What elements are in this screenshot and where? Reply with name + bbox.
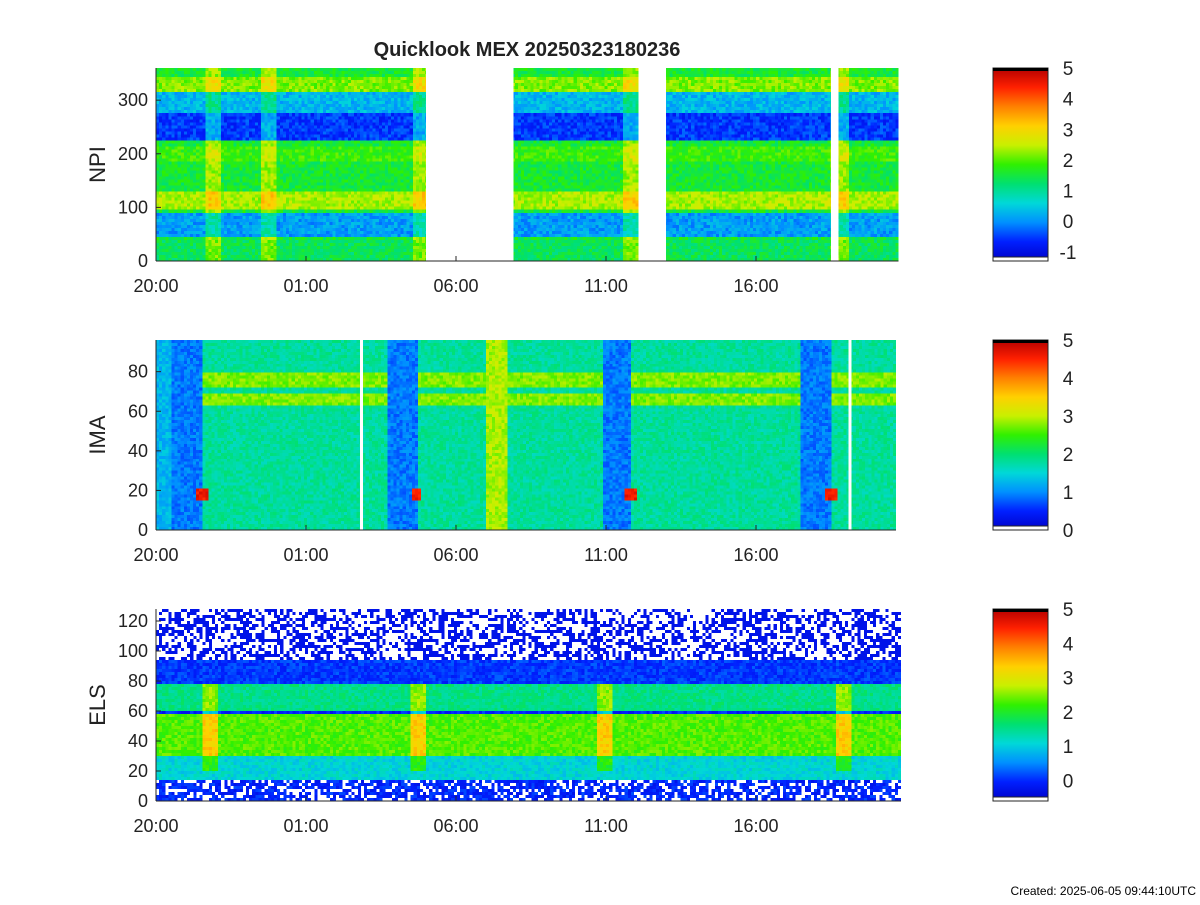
els-x-tick-label: 06:00 bbox=[433, 816, 478, 836]
ima-x-tick-label: 16:00 bbox=[733, 545, 778, 565]
els-x-tick-label: 20:00 bbox=[133, 816, 178, 836]
ima-y-tick-label: 40 bbox=[128, 441, 148, 461]
created-timestamp: Created: 2025-06-05 09:44:10UTC bbox=[1010, 884, 1196, 898]
els-y-tick-label: 0 bbox=[138, 791, 148, 811]
npi-colorbar bbox=[992, 67, 1049, 262]
els-colorbar-tick-label: 5 bbox=[1063, 600, 1074, 621]
ima-x-tick-label: 11:00 bbox=[584, 545, 628, 565]
figure-title: Quicklook MEX 20250323180236 bbox=[374, 39, 681, 61]
panel-npi: 0 100 200 300 20:00 01:00 06:00 11:00 16:00 NPI 5 4… bbox=[85, 59, 1076, 296]
ima-colorbar-tick-label: 4 bbox=[1063, 369, 1074, 390]
ima-y-tick-label: 0 bbox=[138, 520, 148, 540]
els-colorbar-tick-label: 4 bbox=[1063, 634, 1074, 655]
npi-data-gap bbox=[426, 68, 514, 261]
npi-colorbar-tick-label: 5 bbox=[1063, 59, 1074, 80]
npi-colorbar-tick-label: 4 bbox=[1063, 90, 1074, 111]
els-colorbar-underflow bbox=[992, 796, 1049, 802]
els-colorbar-tick-label: 3 bbox=[1063, 669, 1074, 690]
ima-colorbar-underflow bbox=[992, 525, 1049, 531]
els-y-tick-label: 60 bbox=[128, 701, 148, 721]
ima-data-gap bbox=[360, 340, 363, 530]
npi-colorbar-underflow bbox=[992, 256, 1049, 262]
npi-y-tick-label: 300 bbox=[118, 90, 148, 110]
npi-data-gap bbox=[638, 68, 666, 261]
npi-colorbar-tick-label: 0 bbox=[1063, 212, 1074, 233]
ima-spectrogram bbox=[156, 340, 896, 530]
npi-colorbar-tick-label: 1 bbox=[1063, 182, 1074, 203]
els-y-tick-label: 120 bbox=[118, 611, 148, 631]
npi-x-tick-label: 01:00 bbox=[283, 276, 328, 296]
npi-colorbar-overflow bbox=[993, 68, 1048, 71]
ima-colorbar-tick-label: 0 bbox=[1063, 521, 1074, 542]
npi-colorbar-tick-label: 2 bbox=[1063, 151, 1074, 172]
els-y-tick-label: 80 bbox=[128, 671, 148, 691]
ima-x-tick-label: 20:00 bbox=[133, 545, 178, 565]
npi-y-tick-label: 100 bbox=[118, 197, 148, 217]
els-x-tick-label: 11:00 bbox=[584, 816, 628, 836]
els-y-label: ELS bbox=[85, 684, 110, 726]
npi-y-tick-label: 0 bbox=[138, 251, 148, 271]
els-x-tick-label: 01:00 bbox=[283, 816, 328, 836]
npi-x-tick-label: 06:00 bbox=[433, 276, 478, 296]
els-colorbar-tick-label: 2 bbox=[1063, 703, 1074, 724]
ima-y-label: IMA bbox=[85, 415, 110, 454]
ima-colorbar-tick-label: 2 bbox=[1063, 445, 1074, 466]
ima-y-tick-label: 80 bbox=[128, 362, 148, 382]
ima-data-gap bbox=[848, 340, 852, 530]
npi-y-label: NPI bbox=[85, 146, 110, 183]
npi-x-tick-label: 20:00 bbox=[133, 276, 178, 296]
els-y-tick-label: 20 bbox=[128, 761, 148, 781]
els-colorbar-tick-label: 0 bbox=[1063, 771, 1074, 792]
els-colorbar bbox=[992, 608, 1049, 802]
ima-colorbar-tick-label: 1 bbox=[1063, 483, 1074, 504]
els-y-tick-label: 100 bbox=[118, 641, 148, 661]
npi-colorbar-tick-label: 3 bbox=[1063, 120, 1074, 141]
ima-colorbar-overflow bbox=[993, 340, 1048, 343]
npi-x-tick-label: 16:00 bbox=[733, 276, 778, 296]
ima-x-tick-label: 01:00 bbox=[283, 545, 328, 565]
els-y-tick-label: 40 bbox=[128, 731, 148, 751]
npi-data-gap bbox=[831, 68, 839, 261]
npi-y-tick-label: 200 bbox=[118, 144, 148, 164]
ima-colorbar bbox=[992, 339, 1049, 531]
ima-y-tick-label: 20 bbox=[128, 480, 148, 500]
npi-colorbar-tick-label: -1 bbox=[1060, 243, 1077, 264]
ima-x-tick-label: 06:00 bbox=[433, 545, 478, 565]
ima-colorbar-tick-label: 5 bbox=[1063, 331, 1074, 352]
ima-y-tick-label: 60 bbox=[128, 401, 148, 421]
els-colorbar-tick-label: 1 bbox=[1063, 737, 1074, 758]
ima-colorbar-tick-label: 3 bbox=[1063, 407, 1074, 428]
els-spectrogram bbox=[156, 609, 901, 801]
els-colorbar-overflow bbox=[993, 609, 1048, 612]
npi-spectrogram bbox=[156, 68, 899, 261]
npi-x-tick-label: 11:00 bbox=[584, 276, 628, 296]
els-x-tick-label: 16:00 bbox=[733, 816, 778, 836]
